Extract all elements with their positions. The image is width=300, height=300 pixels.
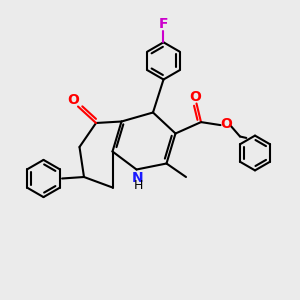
Text: N: N [132,171,144,185]
Text: O: O [67,93,79,107]
Text: F: F [159,17,168,31]
Text: H: H [133,178,143,192]
Text: O: O [220,117,232,131]
Text: O: O [189,90,201,104]
